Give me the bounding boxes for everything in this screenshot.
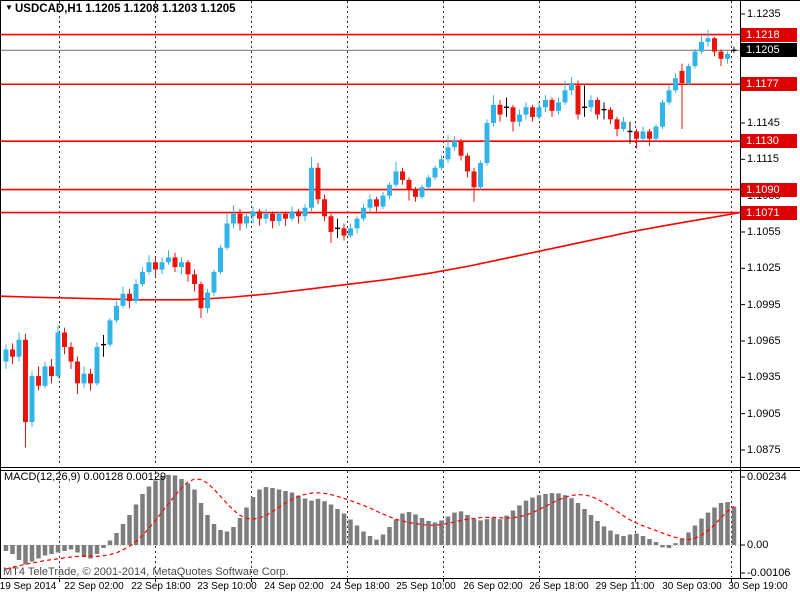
date-label: 22 Sep 02:00: [64, 581, 124, 592]
macd-axis-label: 0.00: [747, 539, 769, 551]
price-axis-label: 1.1115: [747, 153, 780, 166]
macd-name: MACD(12,26,9): [4, 471, 81, 483]
price-level-badge: 1.1218: [741, 27, 797, 42]
price-axis-label: 1.0935: [747, 371, 781, 384]
price-level-badge: 1.1071: [741, 205, 797, 220]
date-label: 19 Sep 2014: [0, 581, 57, 592]
date-label: 30 Sep 03:00: [662, 581, 722, 592]
date-label: 22 Sep 18:00: [131, 581, 191, 592]
price-axis-label: 1.0995: [747, 298, 781, 311]
date-label: 30 Sep 19:00: [728, 581, 788, 592]
date-label: 24 Sep 02:00: [264, 581, 324, 592]
price-axis-label: 1.1235: [747, 8, 781, 20]
macd-indicator-label: MACD(12,26,9) 0.00128 0.00129: [4, 471, 166, 483]
price-axis-label: 1.1145: [747, 116, 780, 129]
date-label: 26 Sep 18:00: [529, 581, 589, 592]
price-axis-label: 1.0875: [747, 443, 781, 456]
platform-watermark: MT4 TeleTrade, © 2001-2014, MetaQuotes S…: [3, 566, 289, 578]
date-label: 26 Sep 02:00: [463, 581, 523, 592]
date-label: 25 Sep 10:00: [396, 581, 456, 592]
current-price-badge: 1.1205: [741, 43, 797, 58]
price-axis-label: 1.1055: [747, 225, 781, 238]
date-label: 23 Sep 10:00: [197, 581, 257, 592]
price-level-badge: 1.1177: [741, 77, 797, 92]
date-label: 24 Sep 18:00: [330, 581, 390, 592]
price-axis-label: 1.1025: [747, 262, 781, 275]
macd-axis-label: -0.00106: [747, 567, 791, 579]
symbol-timeframe-label: USDCAD,H1: [15, 3, 83, 15]
price-level-badge: 1.1130: [741, 134, 797, 149]
date-label: 29 Sep 11:00: [595, 581, 655, 592]
price-axis-label: 1.0965: [747, 334, 781, 347]
chart-title: USDCAD,H1 1.1205 1.1208 1.1203 1.1205: [15, 3, 236, 15]
macd-axis-label: 0.00234: [747, 471, 787, 483]
price-level-badge: 1.1090: [741, 182, 797, 197]
macd-values: 0.00128 0.00129: [83, 471, 167, 483]
symbol-dropdown-icon[interactable]: ▼: [5, 3, 13, 12]
price-axis-label: 1.0905: [747, 407, 781, 420]
ohlc-readout: 1.1205 1.1208 1.1203 1.1205: [85, 3, 236, 15]
